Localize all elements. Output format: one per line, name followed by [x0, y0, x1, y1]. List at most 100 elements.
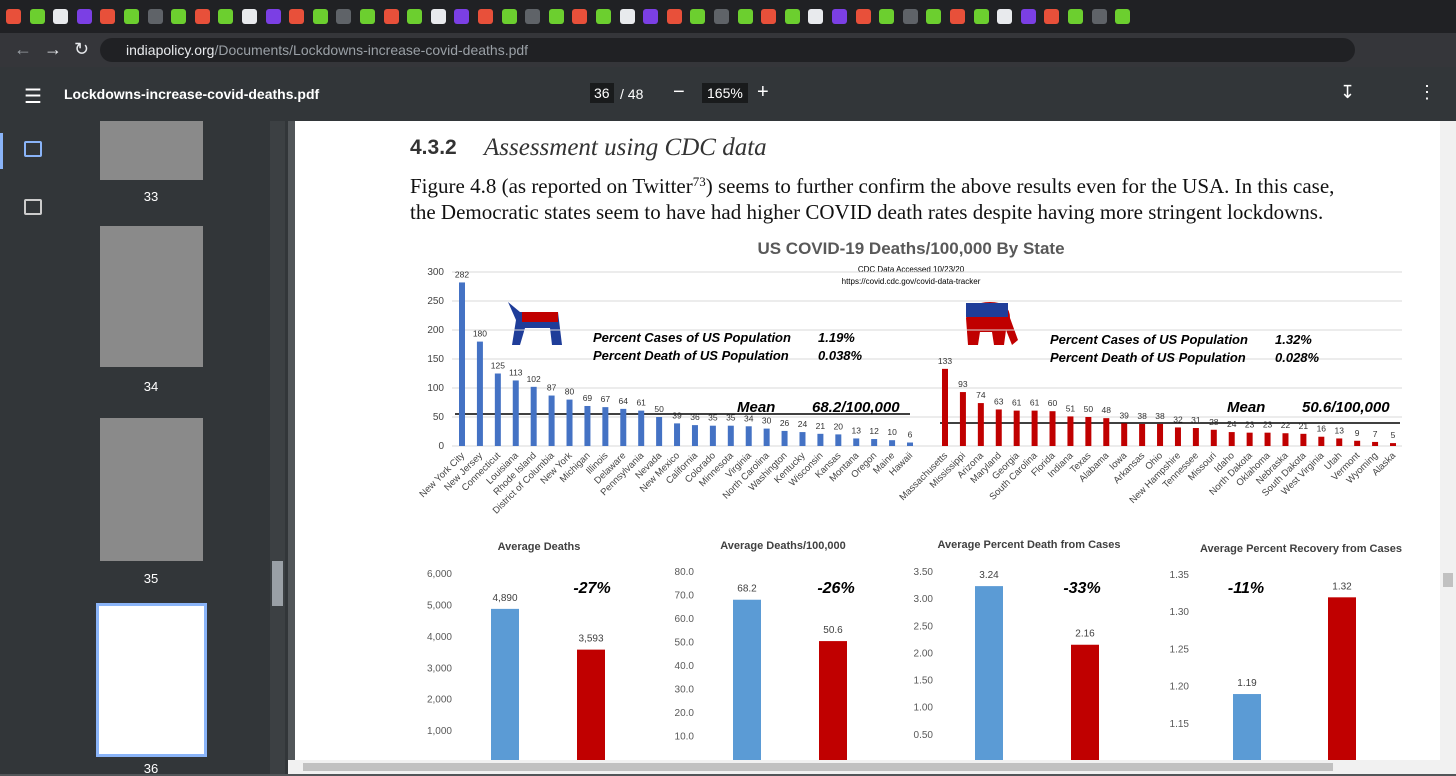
tab-favicon[interactable]	[242, 9, 257, 24]
back-button[interactable]: ←	[14, 39, 32, 59]
tab-favicon[interactable]	[761, 9, 777, 24]
tab-favicon[interactable]	[596, 9, 611, 24]
y-tick-label: 1.20	[1170, 682, 1190, 693]
pdf-page	[295, 121, 1440, 774]
thumbnail[interactable]	[100, 418, 203, 561]
chart-title: Average Deaths/100,000	[720, 540, 846, 552]
tab-favicon[interactable]	[124, 9, 139, 24]
tab-favicon[interactable]	[926, 9, 942, 24]
tab-favicon[interactable]	[737, 9, 753, 24]
y-tick-label: 300	[427, 267, 444, 278]
tab-favicon[interactable]	[1091, 9, 1107, 24]
tab-favicon[interactable]	[1020, 9, 1036, 24]
tab-favicon[interactable]	[1044, 9, 1060, 24]
page-total: / 48	[620, 86, 644, 102]
omnibox[interactable]: indiapolicy.org/Documents/Lockdowns-incr…	[100, 38, 1355, 62]
menu-button[interactable]: ☰	[24, 86, 42, 108]
tab-favicon[interactable]	[714, 9, 729, 24]
tab-favicon[interactable]	[784, 9, 800, 24]
tab-favicon[interactable]	[902, 9, 918, 24]
value-label: 1.32	[1332, 581, 1352, 592]
tab-favicon[interactable]	[690, 9, 706, 24]
bar	[1318, 436, 1325, 446]
tab-favicon[interactable]	[572, 9, 588, 24]
scroll-thumb[interactable]	[303, 763, 1333, 771]
bar	[577, 649, 605, 760]
tab-favicon[interactable]	[6, 9, 21, 24]
tab-favicon[interactable]	[289, 9, 305, 24]
more-button[interactable]: ⋮	[1418, 82, 1436, 102]
thumbnail[interactable]	[100, 121, 203, 180]
tab-favicon[interactable]	[29, 9, 45, 24]
y-tick-label: 1.35	[1170, 570, 1190, 581]
tab-favicon[interactable]	[360, 9, 375, 24]
thumbnail-sidebar: 33 34 35 36	[0, 121, 288, 776]
thumbnails-icon[interactable]	[24, 141, 42, 157]
tab-favicon[interactable]	[194, 9, 210, 24]
tab-favicon[interactable]	[336, 9, 352, 24]
chart-title: US COVID-19 Deaths/100,000 By State	[757, 239, 1064, 258]
tab-favicon[interactable]	[832, 9, 847, 24]
tab-favicon[interactable]	[218, 9, 234, 24]
file-name: Lockdowns-increase-covid-deaths.pdf	[64, 86, 320, 102]
tab-favicon[interactable]	[53, 9, 69, 24]
value-label: 102	[527, 374, 541, 384]
tab-favicon[interactable]	[879, 9, 895, 24]
tab-favicon[interactable]	[76, 9, 92, 24]
zoom-in[interactable]: +	[757, 81, 769, 103]
tab-favicon[interactable]	[100, 9, 116, 24]
chart-title: Average Percent Death from Cases	[937, 539, 1120, 551]
outline-icon[interactable]	[24, 199, 42, 215]
tab-favicon[interactable]	[312, 9, 328, 24]
value-label: 22	[1281, 420, 1291, 430]
tab-favicon[interactable]	[973, 9, 989, 24]
download-button[interactable]: ↧	[1340, 82, 1356, 102]
tab-favicon[interactable]	[501, 9, 517, 24]
tab-favicon[interactable]	[666, 9, 682, 24]
annotation: 1.32%	[1275, 332, 1312, 347]
tab-favicon[interactable]	[808, 9, 824, 24]
bar	[620, 408, 627, 446]
tab-favicon[interactable]	[548, 9, 564, 24]
tab-favicon[interactable]	[454, 9, 470, 24]
tab-favicon[interactable]	[430, 9, 446, 24]
bar	[817, 433, 824, 446]
bar	[942, 368, 948, 446]
thumbnail[interactable]	[100, 226, 203, 367]
value-label: 16	[1317, 424, 1327, 434]
tab-favicon[interactable]	[147, 9, 163, 24]
bar	[476, 341, 483, 446]
tab-favicon[interactable]	[525, 9, 541, 24]
value-label: 3.24	[979, 570, 999, 581]
forward-button[interactable]: →	[44, 39, 62, 59]
page-input[interactable]: 36	[590, 83, 614, 103]
y-tick-label: 3.00	[914, 594, 934, 605]
paragraph: the Democratic states seem to have had h…	[410, 200, 1323, 224]
value-label: 24	[1227, 419, 1237, 429]
url-path: /Documents/Lockdowns-increase-covid-deat…	[214, 42, 529, 58]
tab-favicon[interactable]	[265, 9, 281, 24]
thumbnail-selected[interactable]	[96, 603, 207, 757]
tab-favicon[interactable]	[950, 9, 965, 24]
zoom-input[interactable]: 165%	[702, 83, 748, 103]
tab-favicon[interactable]	[619, 9, 635, 24]
bar	[674, 423, 681, 446]
tab-favicon[interactable]	[997, 9, 1013, 24]
scroll-thumb[interactable]	[1443, 573, 1453, 587]
scroll-thumb[interactable]	[272, 561, 283, 606]
bar	[709, 425, 716, 446]
reload-button[interactable]: ↻	[74, 39, 90, 59]
bar	[733, 599, 761, 760]
tab-favicon[interactable]	[1068, 9, 1083, 24]
bar	[1282, 433, 1289, 446]
tab-favicon[interactable]	[407, 9, 423, 24]
tab-favicon[interactable]	[1115, 9, 1131, 24]
tab-favicon[interactable]	[171, 9, 187, 24]
tab-favicon[interactable]	[478, 9, 493, 24]
zoom-out[interactable]: −	[673, 81, 685, 103]
tab-favicon[interactable]	[643, 9, 659, 24]
tab-favicon[interactable]	[855, 9, 871, 24]
bar	[566, 399, 573, 446]
tab-favicon[interactable]	[383, 9, 399, 24]
y-tick-label: 3.50	[914, 567, 934, 578]
